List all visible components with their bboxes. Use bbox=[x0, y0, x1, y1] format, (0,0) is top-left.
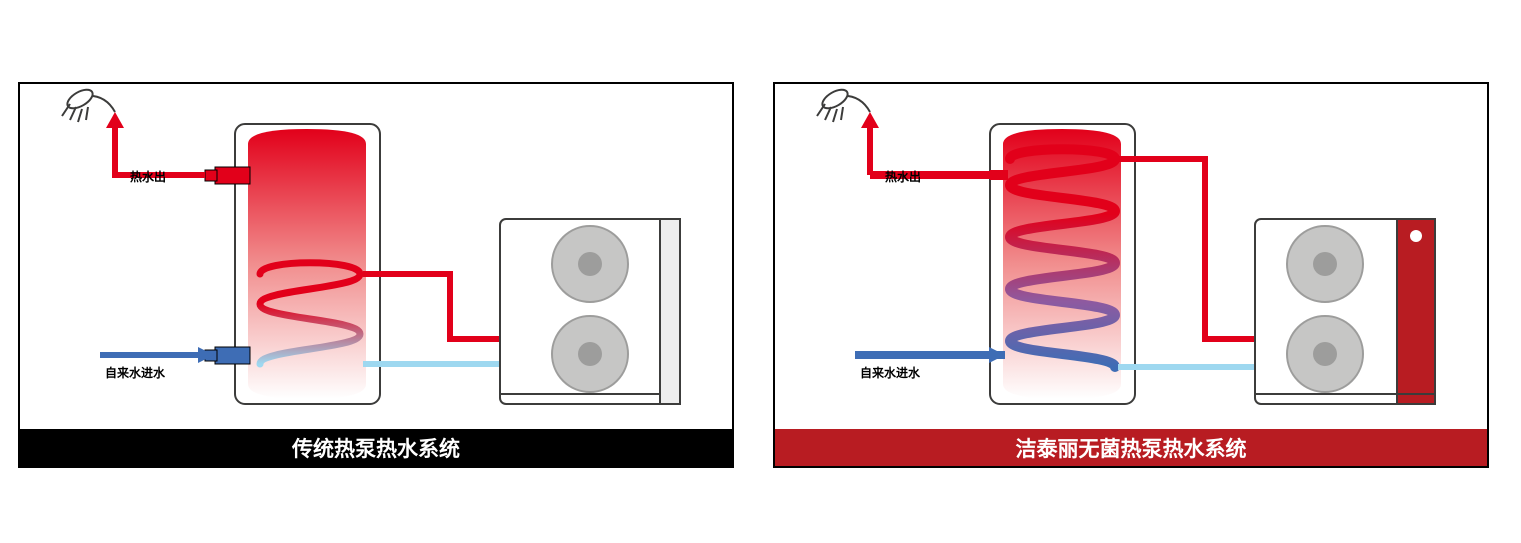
title-left-text: 传统热泵热水系统 bbox=[292, 433, 460, 463]
panel-traditional: 热水出 自来水进水 传统热泵热水系统 bbox=[18, 82, 734, 468]
label-hot-out-left: 热水出 bbox=[130, 168, 166, 185]
panel-gentili: 热水出 自来水进水 洁泰丽无菌热泵热水系统 bbox=[773, 82, 1489, 468]
title-bar-right: 洁泰丽无菌热泵热水系统 bbox=[775, 429, 1487, 466]
diagram-comparison: 热水出 自来水进水 传统热泵热水系统 bbox=[0, 0, 1521, 543]
diagram-right: 热水出 自来水进水 bbox=[775, 84, 1487, 429]
title-bar-left: 传统热泵热水系统 bbox=[20, 429, 732, 466]
label-cold-in-right: 自来水进水 bbox=[860, 364, 920, 381]
label-cold-in-left: 自来水进水 bbox=[105, 364, 165, 381]
label-hot-out-right: 热水出 bbox=[885, 168, 921, 185]
title-right-text: 洁泰丽无菌热泵热水系统 bbox=[1016, 433, 1247, 463]
diagram-left: 热水出 自来水进水 bbox=[20, 84, 732, 429]
